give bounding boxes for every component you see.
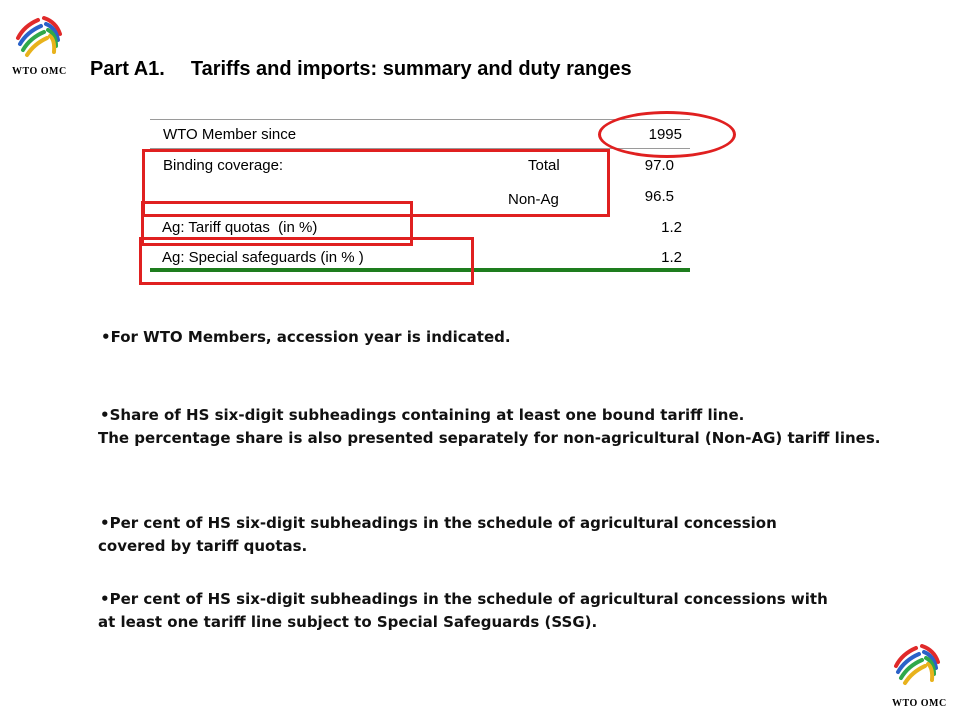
member-year-highlight-ellipse bbox=[598, 111, 736, 158]
note-tariff-quotas-line2: covered by tariff quotas. bbox=[98, 537, 308, 555]
table-divider-rule bbox=[150, 148, 690, 149]
tariff-quotas-highlight-box bbox=[141, 201, 413, 246]
wto-logo-icon-bottom bbox=[894, 644, 940, 685]
wto-logo-text: WTO OMC bbox=[12, 66, 67, 77]
page-title: Part A1. Tariffs and imports: summary and… bbox=[90, 58, 632, 81]
note-member-since-line1: •For WTO Members, accession year is indi… bbox=[101, 328, 511, 346]
binding-total-value: 97.0 bbox=[644, 157, 674, 174]
binding-coverage-label: Binding coverage: bbox=[163, 157, 284, 174]
special-safeguards-label: Ag: Special safeguards (in % ) bbox=[162, 249, 364, 266]
binding-nonag-label: Non-Ag bbox=[508, 191, 559, 208]
table-bottom-rule bbox=[150, 268, 690, 272]
binding-coverage-highlight-box bbox=[142, 149, 610, 217]
title-part: Part A1. bbox=[90, 58, 165, 80]
binding-total-label: Total bbox=[528, 157, 560, 174]
table-top-rule bbox=[150, 119, 690, 120]
special-safeguards-highlight-box bbox=[139, 237, 474, 285]
tariff-quotas-value: 1.2 bbox=[661, 219, 682, 236]
note-tariff-quotas-line1: •Per cent of HS six-digit subheadings in… bbox=[100, 514, 777, 532]
wto-logo-icon bbox=[16, 16, 62, 57]
note-tariff-quotas: •Per cent of HS six-digit subheadings in… bbox=[98, 512, 777, 558]
note-binding-coverage: •Share of HS six-digit subheadings conta… bbox=[98, 404, 880, 450]
note-binding-coverage-line1: •Share of HS six-digit subheadings conta… bbox=[100, 406, 745, 424]
note-special-safeguards: •Per cent of HS six-digit subheadings in… bbox=[98, 588, 828, 634]
note-member-since: •For WTO Members, accession year is indi… bbox=[101, 326, 511, 349]
member-since-label: WTO Member since bbox=[163, 126, 297, 143]
note-special-safeguards-line2: at least one tariff line subject to Spec… bbox=[98, 613, 598, 631]
special-safeguards-value: 1.2 bbox=[661, 249, 682, 266]
note-binding-coverage-line2: The percentage share is also presented s… bbox=[98, 429, 881, 447]
title-text: Tariffs and imports: summary and duty ra… bbox=[190, 58, 632, 80]
note-special-safeguards-line1: •Per cent of HS six-digit subheadings in… bbox=[100, 590, 828, 608]
wto-logo-text-bottom: WTO OMC bbox=[892, 698, 947, 709]
binding-nonag-value: 96.5 bbox=[644, 188, 674, 205]
tariff-quotas-label: Ag: Tariff quotas (in %) bbox=[162, 219, 318, 236]
